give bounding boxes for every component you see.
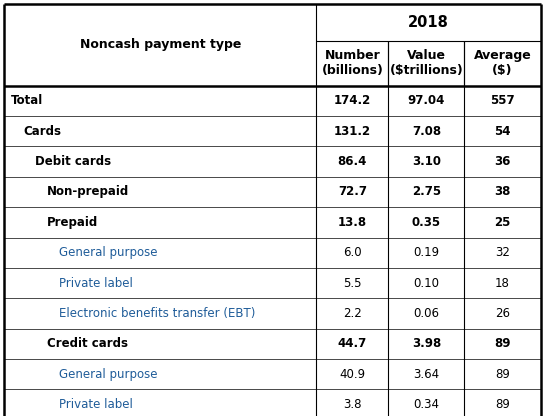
Text: 0.06: 0.06 [414,307,439,320]
Text: Electronic benefits transfer (EBT): Electronic benefits transfer (EBT) [59,307,255,320]
Text: Value
($trillions): Value ($trillions) [390,49,463,77]
Text: 72.7: 72.7 [338,186,367,198]
Text: 557: 557 [490,94,515,107]
Text: 44.7: 44.7 [338,337,367,350]
Text: 18: 18 [495,277,510,290]
Text: 7.08: 7.08 [412,125,441,138]
Text: 6.0: 6.0 [343,246,362,259]
Text: 13.8: 13.8 [338,216,367,229]
Text: 2.2: 2.2 [343,307,362,320]
Text: 5.5: 5.5 [343,277,362,290]
Text: 54: 54 [494,125,511,138]
Text: 97.04: 97.04 [408,94,445,107]
Text: Cards: Cards [23,125,61,138]
Text: 36: 36 [494,155,511,168]
Text: 0.10: 0.10 [414,277,439,290]
Text: General purpose: General purpose [59,246,158,259]
Text: 89: 89 [494,337,511,350]
Text: Number
(billions): Number (billions) [322,49,383,77]
Text: 26: 26 [495,307,510,320]
Text: 131.2: 131.2 [334,125,371,138]
Text: 0.34: 0.34 [414,398,439,411]
Text: 3.64: 3.64 [413,368,439,381]
Text: 2018: 2018 [408,15,449,30]
Text: 25: 25 [494,216,511,229]
Text: Credit cards: Credit cards [47,337,128,350]
Text: 40.9: 40.9 [340,368,366,381]
Text: 32: 32 [495,246,510,259]
Text: Non-prepaid: Non-prepaid [47,186,129,198]
Text: Noncash payment type: Noncash payment type [80,38,241,52]
Text: 174.2: 174.2 [334,94,371,107]
Text: 2.75: 2.75 [412,186,441,198]
Text: 0.19: 0.19 [413,246,439,259]
Text: Prepaid: Prepaid [47,216,98,229]
Text: 89: 89 [495,398,510,411]
Text: 0.35: 0.35 [412,216,441,229]
Text: 3.8: 3.8 [343,398,362,411]
Text: Debit cards: Debit cards [35,155,111,168]
Text: Average
($): Average ($) [474,49,531,77]
Text: 3.98: 3.98 [412,337,441,350]
Text: 89: 89 [495,368,510,381]
Text: Private label: Private label [59,398,133,411]
Text: 38: 38 [494,186,511,198]
Text: General purpose: General purpose [59,368,158,381]
Text: Private label: Private label [59,277,133,290]
Text: 3.10: 3.10 [412,155,441,168]
Text: Total: Total [11,94,43,107]
Text: 86.4: 86.4 [338,155,367,168]
